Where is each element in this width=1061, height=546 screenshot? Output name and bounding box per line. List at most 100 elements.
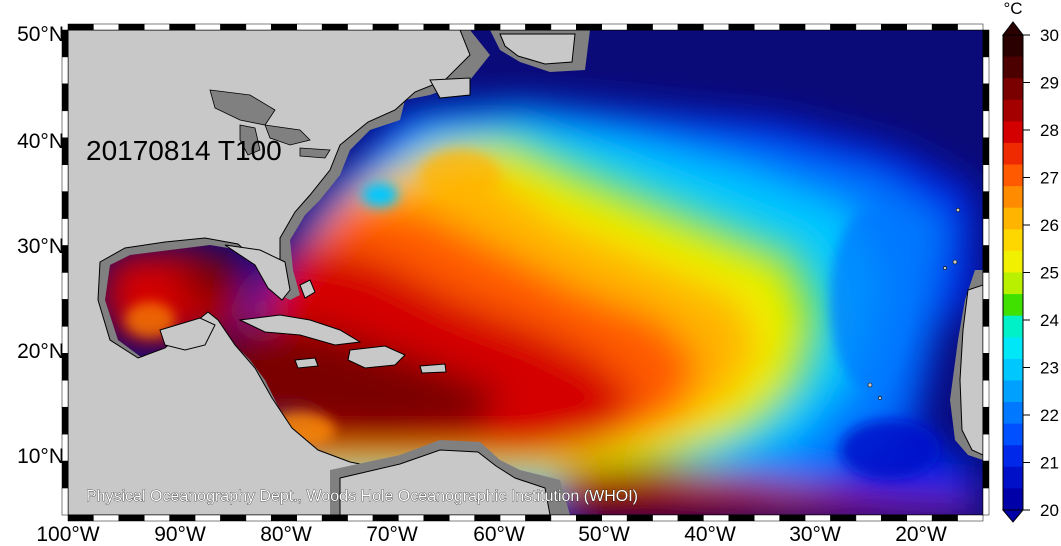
frame-tick <box>525 23 552 31</box>
colorbar-band <box>1003 121 1023 144</box>
sst-field <box>68 30 983 515</box>
colorbar-tick-label: 20 <box>1040 501 1059 520</box>
frame-tick <box>626 514 653 522</box>
lat-label-30n: 30°N <box>17 235 64 258</box>
lat-label-40n: 40°N <box>17 130 64 153</box>
frame-tick <box>906 23 933 31</box>
colorbar-band <box>1003 78 1023 101</box>
frame-tick <box>220 514 247 522</box>
frame-tick <box>728 514 755 522</box>
colorbar-band <box>1003 142 1023 166</box>
frame-tick <box>957 23 984 31</box>
frame-tick <box>61 299 69 327</box>
lon-label-40w: 40°W <box>684 523 736 546</box>
frame-tick <box>804 23 831 31</box>
colorbar-bottom-arrow <box>1001 509 1025 523</box>
frame-tick <box>61 406 69 435</box>
colorbar-band <box>1003 315 1023 338</box>
frame-tick <box>677 514 704 522</box>
lon-label-30w: 30°W <box>789 523 841 546</box>
colorbar-band <box>1003 229 1023 252</box>
frame-tick <box>601 514 628 522</box>
frame-tick <box>982 164 990 192</box>
frame-tick <box>296 514 323 522</box>
frame-tick <box>957 514 984 522</box>
lon-label-20w: 20°W <box>895 523 947 546</box>
frame-tick <box>61 56 69 85</box>
latitude-labels: 50°N 40°N 30°N 20°N 10°N <box>17 23 64 468</box>
frame-tick <box>982 56 990 85</box>
colorbar-bands <box>1003 35 1023 511</box>
frame-tick <box>93 23 120 31</box>
lon-label-80w: 80°W <box>260 523 312 546</box>
frame-tick <box>677 23 704 31</box>
frame-tick <box>754 23 780 31</box>
frame-tick <box>499 514 526 522</box>
frame-tick <box>703 514 730 522</box>
frame-tick <box>576 23 602 31</box>
frame-tick <box>525 514 552 522</box>
frame-tick <box>449 23 475 31</box>
frame-tick <box>652 514 679 522</box>
frame-tick <box>67 514 94 522</box>
frame-tick <box>703 23 730 31</box>
colorbar-tick-label: 26 <box>1040 216 1059 235</box>
frame-tick <box>982 433 990 462</box>
frame-tick <box>194 23 221 31</box>
colorbar-band <box>1003 294 1023 317</box>
colorbar-band <box>1003 380 1023 403</box>
lat-label-10n: 10°N <box>17 445 64 468</box>
lon-label-70w: 70°W <box>366 523 418 546</box>
frame-tick <box>982 83 990 112</box>
colorbar-ticks: 30 29 28 27 26 25 24 23 22 21 20 <box>1023 26 1059 520</box>
colorbar-band <box>1003 99 1023 122</box>
colorbar-band <box>1003 488 1023 511</box>
frame-tick <box>474 23 501 31</box>
colorbar-band <box>1003 466 1023 489</box>
frame-tick <box>61 191 69 219</box>
frame-tick <box>855 514 882 522</box>
frame-tick <box>423 23 450 31</box>
frame-tick <box>982 299 990 327</box>
frame-tick <box>881 514 907 522</box>
frame-tick <box>931 514 958 522</box>
colorbar-unit: °C <box>1003 0 1022 18</box>
lon-label-90w: 90°W <box>154 523 206 546</box>
frame-tick <box>118 23 145 31</box>
frame-tick <box>499 23 526 31</box>
frame-tick <box>61 487 69 516</box>
lon-label-50w: 50°W <box>578 523 630 546</box>
colorbar-band <box>1003 272 1023 295</box>
frame-tick <box>372 23 399 31</box>
date-label: 20170814 T100 <box>86 135 282 166</box>
frame-tick <box>61 164 69 192</box>
colorbar-band <box>1003 337 1023 360</box>
frame-tick <box>61 380 69 408</box>
frame-tick <box>779 514 806 522</box>
colorbar-band <box>1003 56 1023 79</box>
frame-tick <box>982 110 990 139</box>
colorbar-tick-label: 30 <box>1040 26 1059 45</box>
frame-tick <box>982 191 990 219</box>
frame-tick <box>550 23 577 31</box>
frame-tick <box>652 23 679 31</box>
lon-label-100w: 100°W <box>36 523 99 546</box>
colorbar-band <box>1003 402 1023 425</box>
frame-tick <box>372 514 399 522</box>
frame-tick <box>931 23 958 31</box>
frame-tick <box>830 514 857 522</box>
frame-tick <box>982 29 990 58</box>
frame-tick <box>93 514 120 522</box>
frame-tick <box>906 514 933 522</box>
cuba <box>238 314 362 346</box>
frame-tick <box>296 23 323 31</box>
frame-tick <box>67 23 94 31</box>
frame-tick <box>982 460 990 489</box>
colorbar-top-arrow <box>1001 21 1025 36</box>
colorbar-tick-label: 28 <box>1040 121 1059 140</box>
colorbar-band <box>1003 207 1023 230</box>
colorbar-band <box>1003 186 1023 209</box>
frame-tick <box>423 514 450 522</box>
lat-label-20n: 20°N <box>17 340 64 363</box>
frame-tick <box>347 514 374 522</box>
